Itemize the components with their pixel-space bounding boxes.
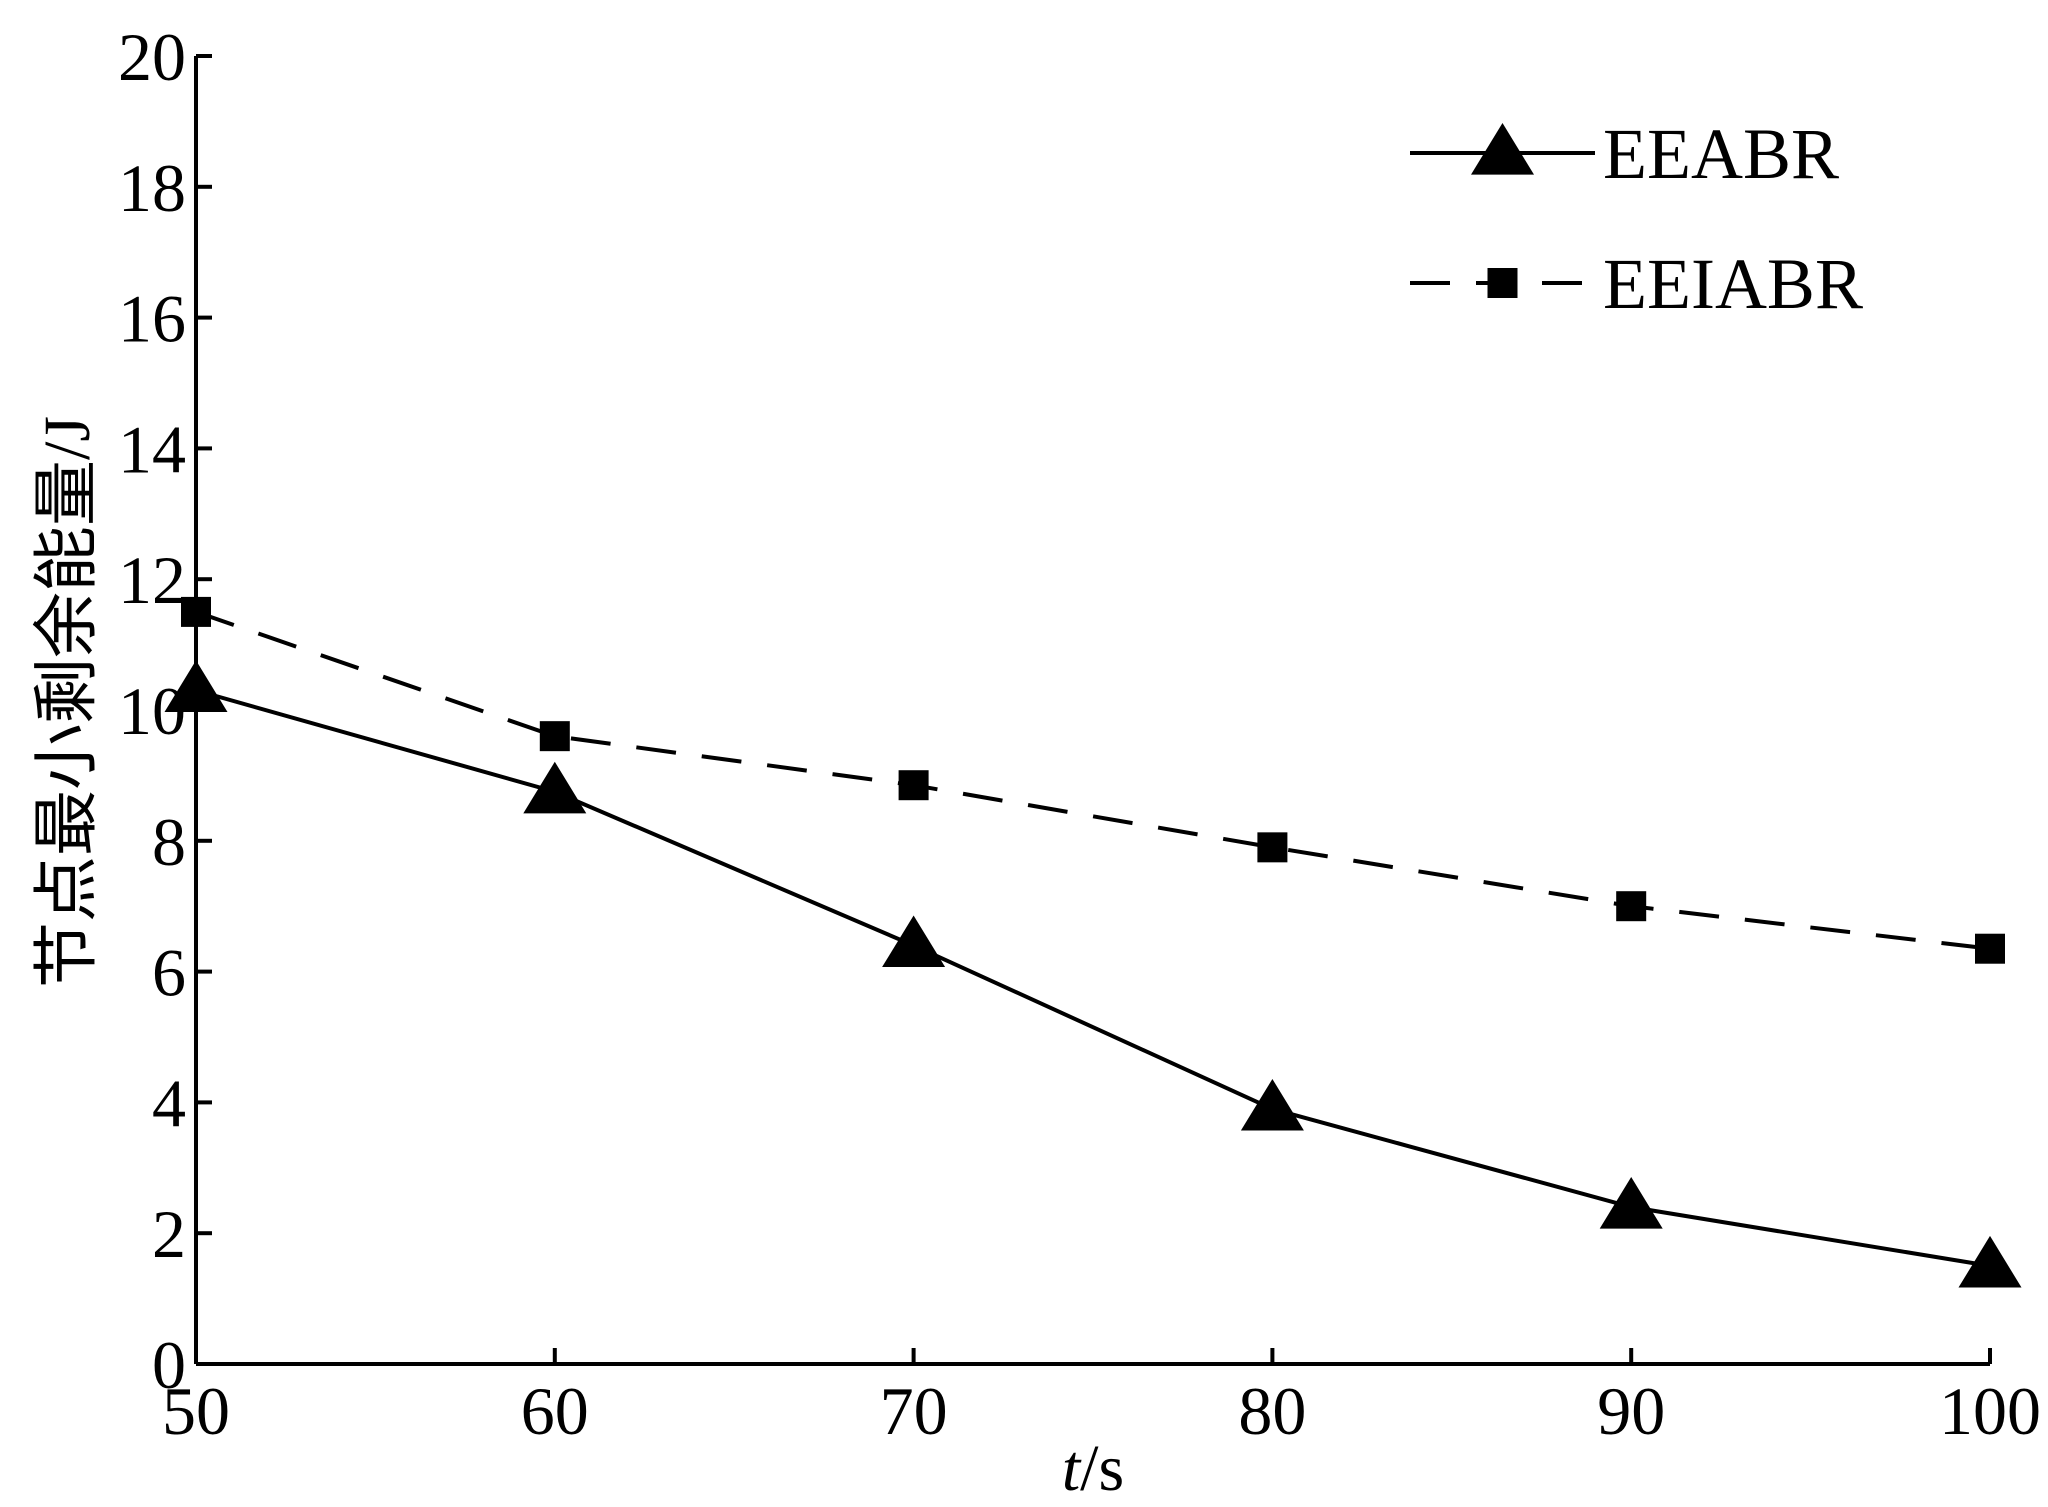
x-axis-label: t/s [1062,1432,1124,1505]
x-axis-label-italic: t [1062,1432,1082,1505]
data-point [181,596,211,627]
legend-label: EEABR [1603,114,1839,194]
y-tick-label: 16 [118,281,186,357]
y-tick-label: 14 [118,411,186,487]
x-tick-label: 80 [1238,1373,1306,1449]
series-layer [164,596,2022,1288]
data-point [523,761,587,814]
legend-item: EEABR [1410,114,1839,194]
series-eeabr [164,660,2022,1288]
series-eeiabr [181,596,2005,964]
y-tick-label: 12 [118,542,186,618]
y-tick-label: 18 [118,150,186,226]
data-point [1240,1078,1304,1131]
y-axis-label: 节点最小剩余能量/J [31,416,104,988]
x-tick-label: 60 [521,1373,589,1449]
x-axis-label-unit: /s [1080,1432,1124,1505]
y-tick-label: 2 [152,1196,186,1272]
data-point [164,660,228,712]
data-point [1958,1235,2022,1288]
x-tick-label: 100 [1939,1373,2041,1449]
data-point [1616,891,1647,922]
legend-label: EEIABR [1603,244,1863,324]
data-point [1257,832,1288,863]
legend-item: EEIABR [1410,244,1863,324]
series-line [195,688,1991,1268]
data-point [1599,1177,1663,1229]
legend: EEABR EEIABR [1410,114,1863,324]
y-tick-label: 8 [152,804,186,880]
x-ticks: 50 60 70 80 90 100 [162,1348,2041,1449]
x-tick-label: 70 [880,1373,948,1449]
data-point [1975,933,2005,964]
y-tick-label: 6 [152,935,186,1011]
data-point [882,915,946,968]
legend-marker [1487,268,1518,298]
series-line [195,610,1991,951]
x-tick-label: 50 [162,1373,230,1449]
y-tick-label: 4 [152,1065,186,1141]
data-point [539,721,570,752]
data-point [898,770,929,801]
legend-marker [1471,123,1534,175]
y-tick-label: 0 [152,1327,186,1403]
x-tick-label: 90 [1597,1373,1665,1449]
y-tick-label: 20 [118,19,186,95]
